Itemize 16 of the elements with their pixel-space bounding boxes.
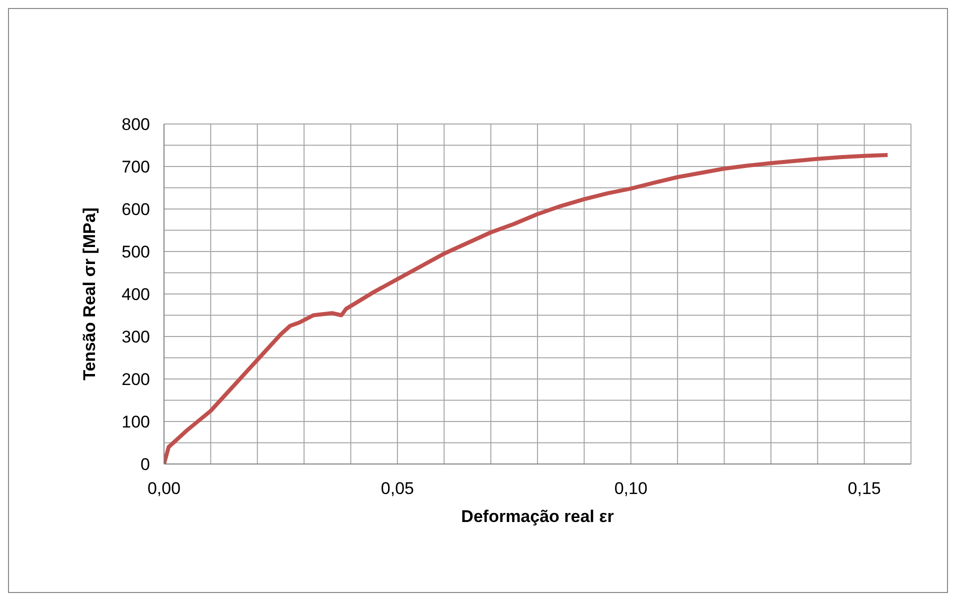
- y-tick-label: 300: [122, 328, 150, 347]
- y-tick-label: 600: [122, 200, 150, 220]
- y-tick-label: 0: [140, 455, 150, 474]
- y-tick-label: 200: [122, 370, 150, 390]
- x-tick-label: 0,05: [380, 479, 414, 498]
- x-tick-label: 0,00: [147, 479, 181, 498]
- x-tick-label: 0,10: [614, 479, 648, 498]
- line-series: [164, 153, 890, 464]
- y-axis-title: Tensão Real σr [MPa]: [80, 208, 100, 380]
- x-axis-title: Deformação real εr: [461, 507, 614, 526]
- x-tick-label: 0,15: [848, 479, 881, 498]
- y-tick-label: 400: [122, 285, 150, 304]
- y-tick-label: 500: [122, 242, 150, 262]
- y-tick-label: 100: [122, 412, 150, 432]
- y-tick-label: 800: [122, 115, 150, 134]
- y-tick-label: 700: [122, 158, 150, 177]
